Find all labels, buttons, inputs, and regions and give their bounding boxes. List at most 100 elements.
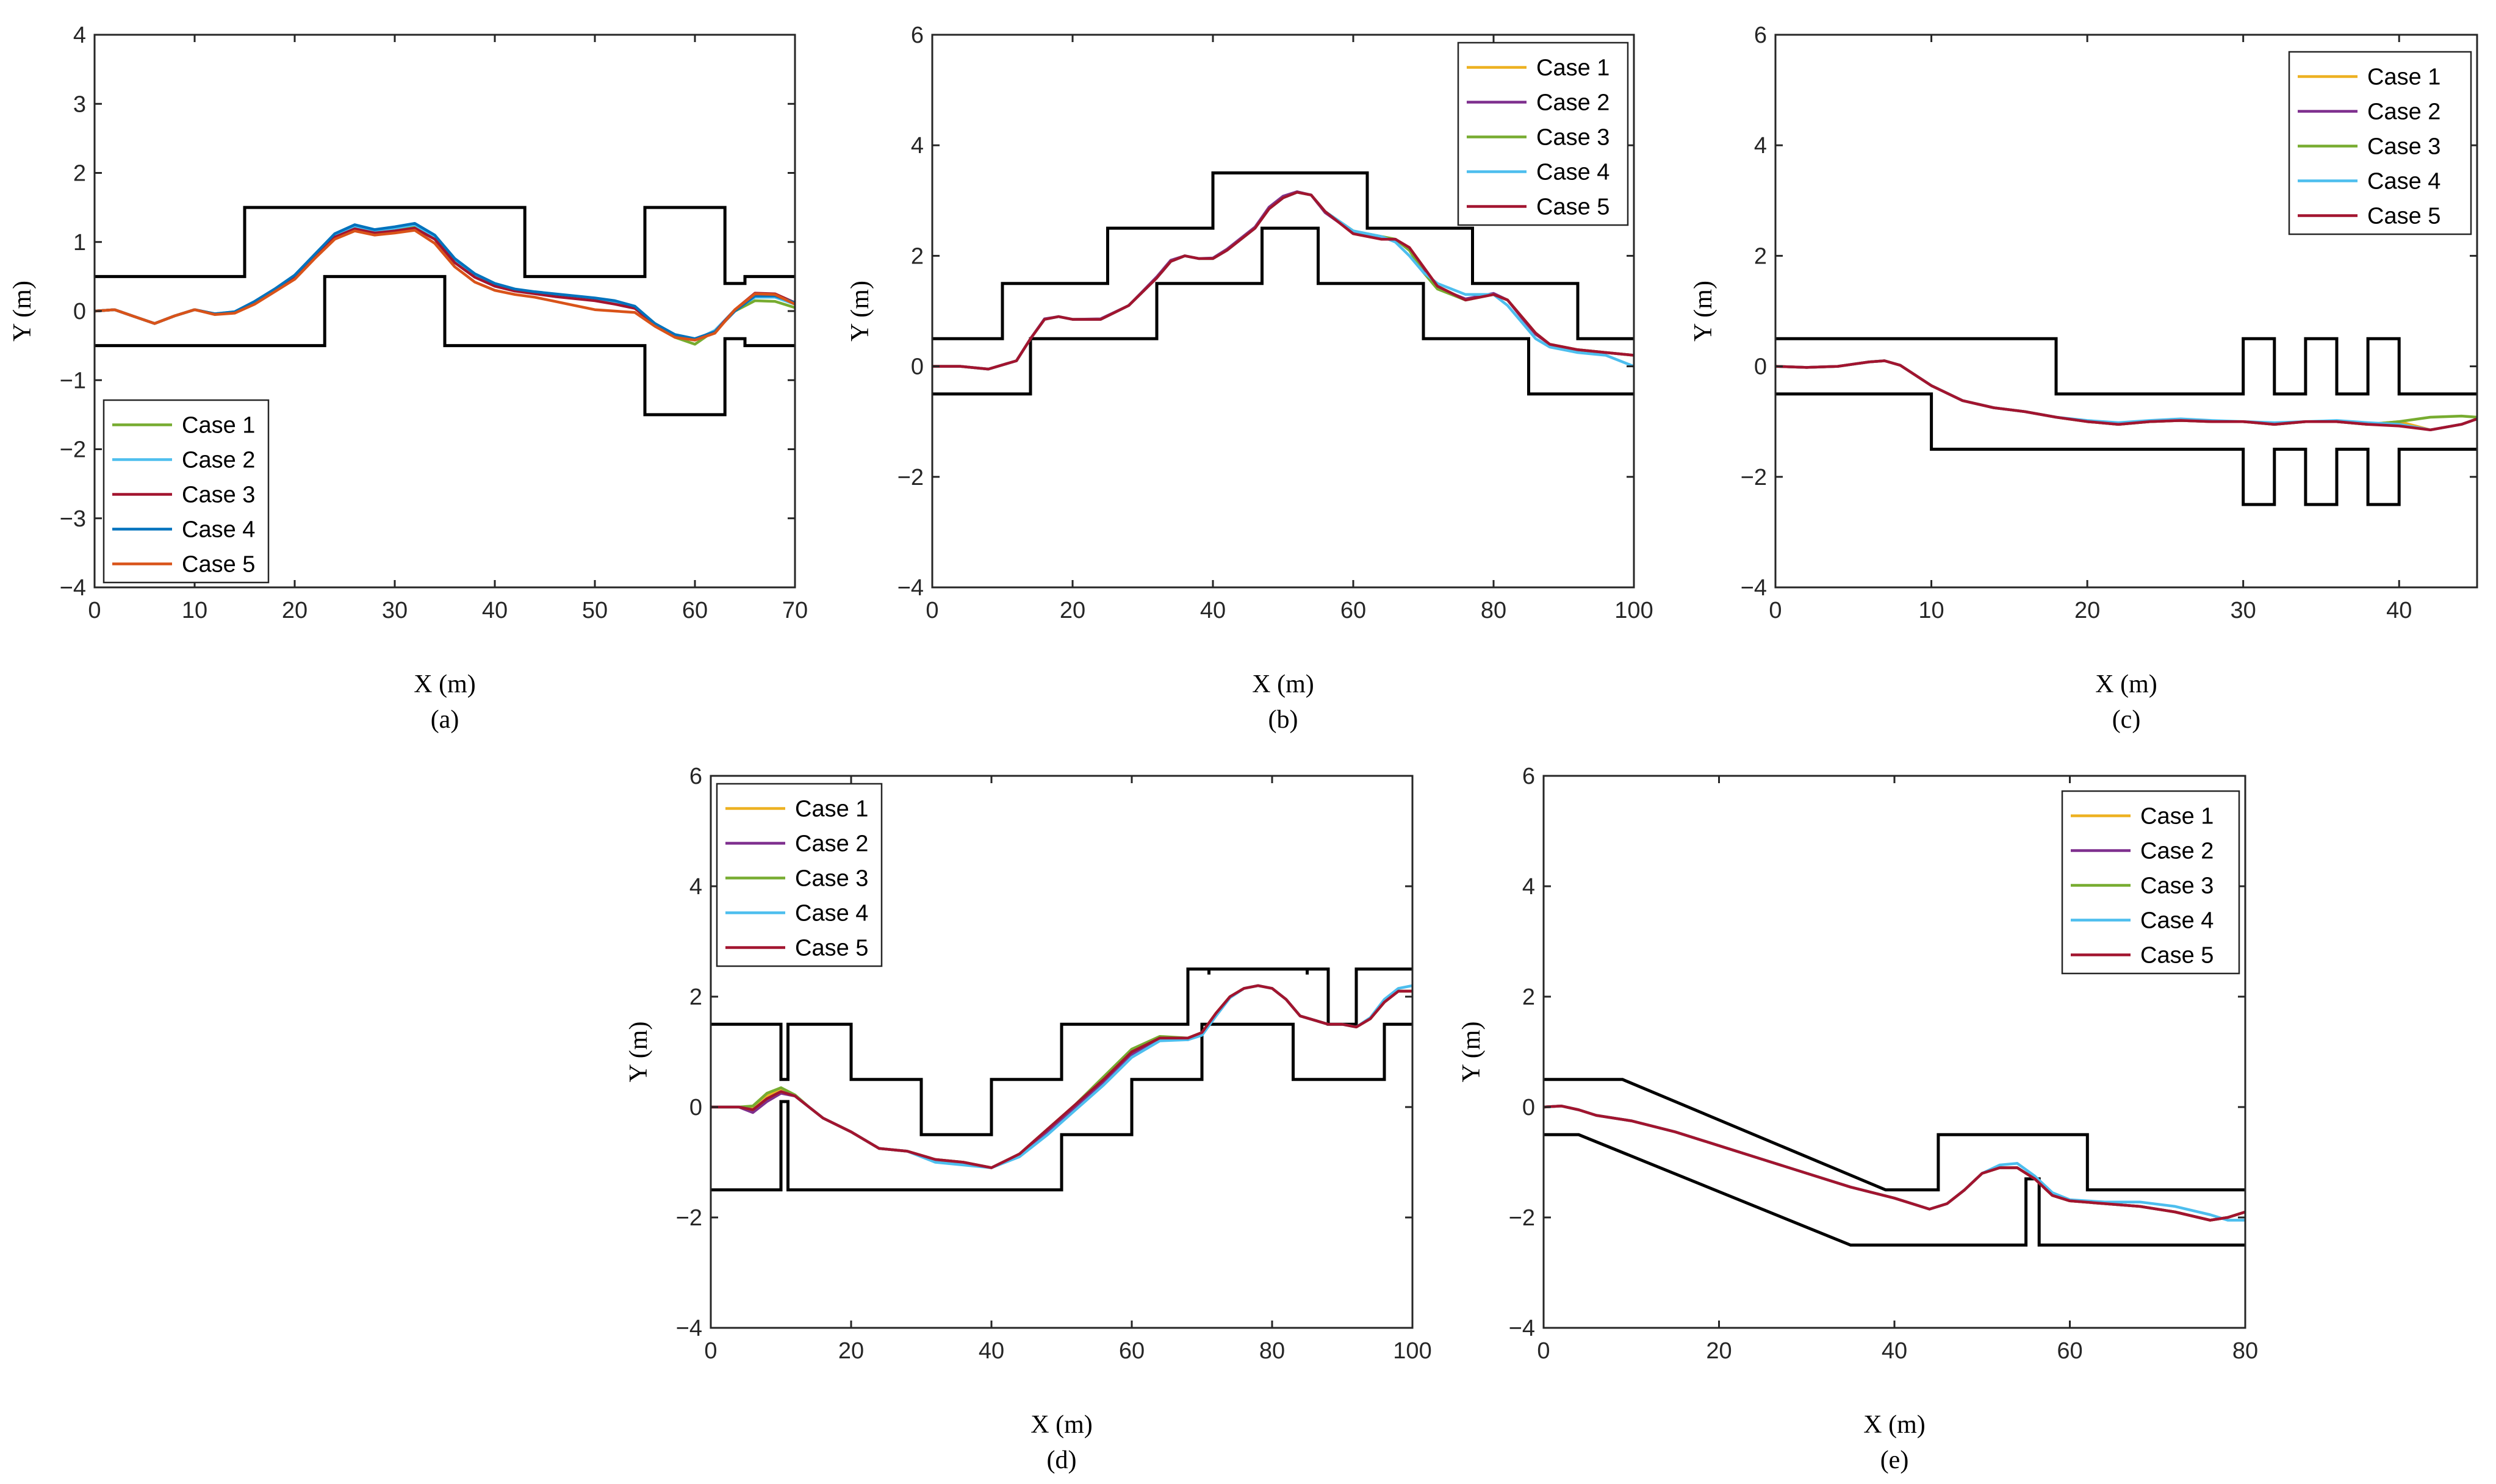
legend-label-case-5: Case 5 [1536, 195, 1609, 220]
x-tick-label: 80 [1481, 598, 1506, 623]
y-tick-label: 6 [1522, 764, 1535, 789]
corridor-boundary-upper [711, 967, 1412, 1136]
y-tick-label: 1 [73, 230, 86, 256]
legend: Case 1 Case 2 Case 3 Case 4 Case 5 [103, 399, 270, 584]
legend-label-case-1: Case 1 [2367, 65, 2440, 90]
corridor-boundary-lower [1775, 392, 2477, 506]
legend-box [103, 399, 270, 584]
y-tick-label: 2 [1754, 243, 1767, 269]
y-tick-label: 4 [1522, 874, 1535, 900]
y-tick-label: 4 [911, 133, 924, 159]
y-tick-label: −1 [60, 368, 86, 393]
axes-frame [931, 34, 1635, 589]
legend-label-case-2: Case 2 [2367, 99, 2440, 125]
y-tick-label: 4 [689, 874, 702, 900]
series-line-case-5 [1775, 359, 2477, 432]
legend: Case 1 Case 2 Case 3 Case 4 Case 5 [2061, 790, 2240, 975]
x-axis-label: X (m) [1863, 1411, 1925, 1439]
x-tick-label: 20 [1706, 1338, 1732, 1364]
y-axis-label: Y (m) [625, 1022, 653, 1083]
y-axis-label: Y (m) [1689, 281, 1717, 342]
axes-frame [710, 775, 1414, 1329]
x-tick-label: 80 [1259, 1338, 1285, 1364]
subplot-caption: (a) [431, 706, 459, 734]
y-tick-label: −4 [897, 575, 924, 601]
legend-label-case-1: Case 1 [1536, 56, 1609, 81]
legend-label-case-5: Case 5 [182, 552, 255, 578]
x-tick-label: 20 [282, 598, 308, 623]
x-axis-label: X (m) [1252, 670, 1314, 698]
x-tick-label: 20 [838, 1338, 864, 1364]
y-tick-label: 6 [689, 764, 702, 789]
legend-label-case-1: Case 1 [795, 797, 868, 822]
corridor-boundary-lower [932, 226, 1634, 396]
subplot-caption: (e) [1880, 1446, 1909, 1474]
y-tick-label: −2 [1741, 465, 1767, 490]
x-tick-label: 50 [582, 598, 608, 623]
corridor-boundary-upper [1775, 337, 2477, 396]
legend-label-case-1: Case 1 [182, 413, 255, 439]
y-tick-label: −2 [60, 437, 86, 463]
y-tick-label: 4 [73, 23, 86, 48]
y-tick-label: −2 [676, 1205, 702, 1231]
legend-label-case-5: Case 5 [2140, 943, 2214, 969]
y-tick-label: 0 [1522, 1095, 1535, 1120]
x-tick-label: 0 [1537, 1338, 1550, 1364]
x-tick-label: 0 [926, 598, 938, 623]
x-tick-label: 20 [2074, 598, 2100, 623]
corridor-boundary-lower [95, 274, 795, 417]
x-tick-label: 40 [482, 598, 508, 623]
legend: Case 1 Case 2 Case 3 Case 4 Case 5 [716, 783, 883, 967]
legend-label-case-4: Case 4 [795, 901, 868, 927]
x-tick-label: 100 [1614, 598, 1653, 623]
x-tick-label: 0 [88, 598, 101, 623]
subplot-a: 0 10 20 30 40 50 60 70 −4 −3 −2 −1 0 1 2 3 4 X (m) Y (m) (a… [9, 23, 808, 734]
legend-label-case-2: Case 2 [2140, 839, 2214, 864]
y-tick-label: 2 [73, 161, 86, 187]
corridor-boundary-lower [1544, 1133, 2245, 1247]
subplot-caption: (c) [2112, 706, 2141, 734]
legend: Case 1 Case 2 Case 3 Case 4 Case 5 [1457, 41, 1629, 226]
y-tick-label: 0 [689, 1095, 702, 1120]
subplot-caption: (d) [1047, 1446, 1077, 1474]
x-tick-label: 30 [2231, 598, 2256, 623]
legend-label-case-5: Case 5 [795, 936, 868, 961]
corridor-boundary-upper [95, 206, 795, 285]
y-tick-label: 3 [73, 91, 86, 117]
legend-box [716, 783, 883, 967]
x-tick-label: 40 [979, 1338, 1004, 1364]
legend-label-case-2: Case 2 [1536, 90, 1609, 116]
legend-box [1457, 41, 1629, 226]
x-tick-label: 10 [182, 598, 207, 623]
y-tick-label: 4 [1754, 133, 1767, 159]
axes-frame [1774, 34, 2478, 589]
legend-box [2288, 51, 2472, 235]
y-tick-label: 2 [1522, 984, 1535, 1010]
y-tick-label: 0 [73, 299, 86, 324]
x-tick-label: 30 [382, 598, 408, 623]
subplot-caption: (b) [1268, 706, 1298, 734]
x-axis-label: X (m) [2095, 670, 2157, 698]
y-axis-label: Y (m) [1458, 1022, 1486, 1083]
x-tick-label: 80 [2232, 1338, 2258, 1364]
y-tick-label: 6 [1754, 23, 1767, 48]
legend-label-case-4: Case 4 [2367, 169, 2440, 195]
x-tick-label: 70 [782, 598, 808, 623]
legend-label-case-2: Case 2 [182, 448, 255, 473]
y-tick-label: −2 [1509, 1205, 1535, 1231]
y-tick-label: −2 [897, 465, 924, 490]
corridor-boundary-upper [932, 171, 1634, 340]
legend: Case 1 Case 2 Case 3 Case 4 Case 5 [2288, 51, 2472, 235]
legend-label-case-3: Case 3 [795, 866, 868, 892]
x-axis-label: X (m) [1030, 1411, 1092, 1439]
legend-label-case-5: Case 5 [2367, 204, 2440, 229]
y-tick-label: −4 [676, 1316, 702, 1341]
legend-label-case-3: Case 3 [2140, 873, 2214, 899]
x-tick-label: 10 [1918, 598, 1944, 623]
legend-label-case-4: Case 4 [182, 517, 255, 543]
y-axis-label: Y (m) [9, 281, 37, 342]
